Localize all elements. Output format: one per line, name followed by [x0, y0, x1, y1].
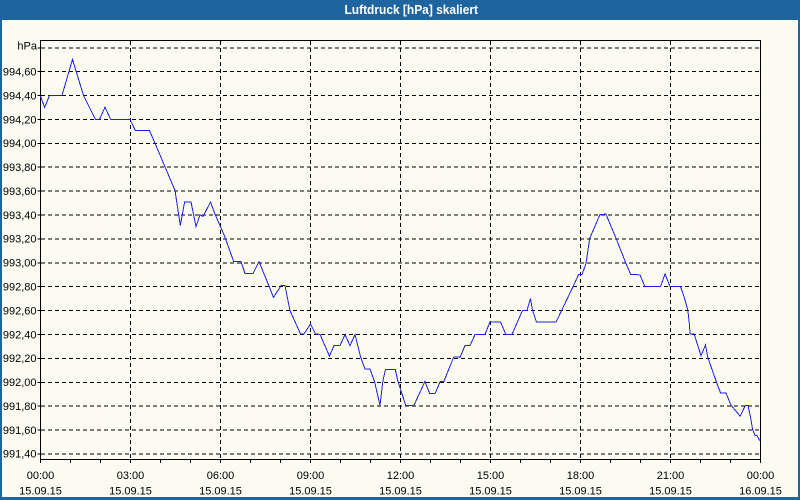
svg-text:12:00: 12:00	[387, 470, 415, 482]
svg-text:993,60: 993,60	[3, 186, 37, 198]
svg-text:992,00: 992,00	[3, 377, 37, 389]
svg-text:993,20: 993,20	[3, 234, 37, 246]
svg-text:992,60: 992,60	[3, 305, 37, 317]
svg-text:992,80: 992,80	[3, 282, 37, 294]
svg-text:994,20: 994,20	[3, 114, 37, 126]
svg-text:992,20: 992,20	[3, 353, 37, 365]
svg-text:15.09.15: 15.09.15	[19, 485, 62, 497]
svg-text:994,00: 994,00	[3, 138, 37, 150]
svg-text:994,60: 994,60	[3, 67, 37, 79]
svg-text:00:00: 00:00	[27, 470, 55, 482]
svg-text:15.09.15: 15.09.15	[649, 485, 692, 497]
svg-text:21:00: 21:00	[657, 470, 685, 482]
svg-text:993,40: 993,40	[3, 210, 37, 222]
svg-text:991,80: 991,80	[3, 401, 37, 413]
svg-text:Luftdruck [hPa] skaliert: Luftdruck [hPa] skaliert	[345, 2, 479, 17]
svg-text:03:00: 03:00	[117, 470, 145, 482]
svg-text:992,40: 992,40	[3, 329, 37, 341]
svg-text:994,40: 994,40	[3, 90, 37, 102]
svg-text:15.09.15: 15.09.15	[559, 485, 602, 497]
svg-text:15.09.15: 15.09.15	[199, 485, 242, 497]
svg-text:991,60: 991,60	[3, 425, 37, 437]
svg-text:15.09.15: 15.09.15	[289, 485, 332, 497]
svg-text:16.09.15: 16.09.15	[739, 485, 782, 497]
svg-text:15.09.15: 15.09.15	[379, 485, 422, 497]
svg-text:993,80: 993,80	[3, 162, 37, 174]
svg-text:15.09.15: 15.09.15	[109, 485, 152, 497]
svg-text:hPa: hPa	[17, 40, 37, 52]
svg-text:15:00: 15:00	[477, 470, 505, 482]
svg-text:993,00: 993,00	[3, 258, 37, 270]
svg-text:06:00: 06:00	[207, 470, 235, 482]
svg-text:15.09.15: 15.09.15	[469, 485, 512, 497]
svg-text:991,40: 991,40	[3, 449, 37, 461]
svg-text:18:00: 18:00	[567, 470, 595, 482]
svg-text:00:00: 00:00	[747, 470, 775, 482]
svg-text:09:00: 09:00	[297, 470, 325, 482]
